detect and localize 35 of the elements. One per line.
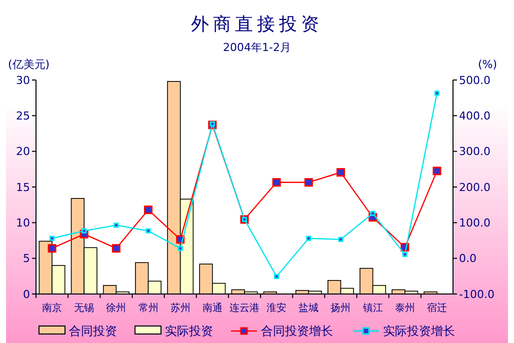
- y2-tick-label: 200.0: [459, 180, 490, 194]
- x-tick-label: 南京: [42, 302, 62, 314]
- legend-label: 实际投资增长: [383, 324, 455, 338]
- y-axis-title: (亿美元): [8, 58, 50, 71]
- y2-tick-label: 300.0: [459, 145, 490, 158]
- y-tick-label: 25: [16, 110, 30, 123]
- x-tick-label: 无锡: [74, 303, 94, 314]
- x-tick-label: 宿迁: [426, 302, 447, 314]
- y-tick-label: 0: [23, 288, 30, 301]
- y-tick-label: 5: [23, 252, 30, 266]
- y-tick-label: 20: [16, 145, 30, 158]
- y-tick-label: 10: [16, 216, 30, 230]
- y-tick-label: 15: [16, 180, 30, 194]
- chart-subtitle: 2004年1-2月: [223, 41, 291, 54]
- y2-tick-label: 0.0: [459, 252, 476, 266]
- x-tick-label: 镇江: [362, 302, 383, 314]
- x-tick-label: 苏州: [170, 302, 190, 314]
- y2-tick-label: 100.0: [459, 216, 490, 230]
- y2-tick-label: -100.0: [459, 288, 494, 301]
- y2-tick-label: 400.0: [459, 110, 490, 123]
- x-tick-label: 徐州: [106, 302, 126, 314]
- y2-tick-label: 500.0: [459, 74, 490, 87]
- legend-label: 合同投资增长: [261, 324, 333, 338]
- chart-title: 外商直接投资: [191, 14, 323, 35]
- x-tick-label: 泰州: [394, 302, 415, 314]
- x-tick-label: 盐城: [298, 302, 319, 314]
- legend-label: 实际投资: [165, 324, 213, 338]
- x-tick-label: 连云港: [230, 302, 260, 314]
- x-tick-label: 常州: [138, 302, 158, 314]
- x-tick-label: 淮安: [266, 302, 287, 314]
- x-tick-label: 扬州: [330, 302, 351, 314]
- legend-label: 合同投资: [69, 324, 117, 338]
- y2-axis-title: (%): [478, 58, 498, 71]
- x-tick-label: 南通: [202, 302, 222, 314]
- y-tick-label: 30: [16, 74, 30, 87]
